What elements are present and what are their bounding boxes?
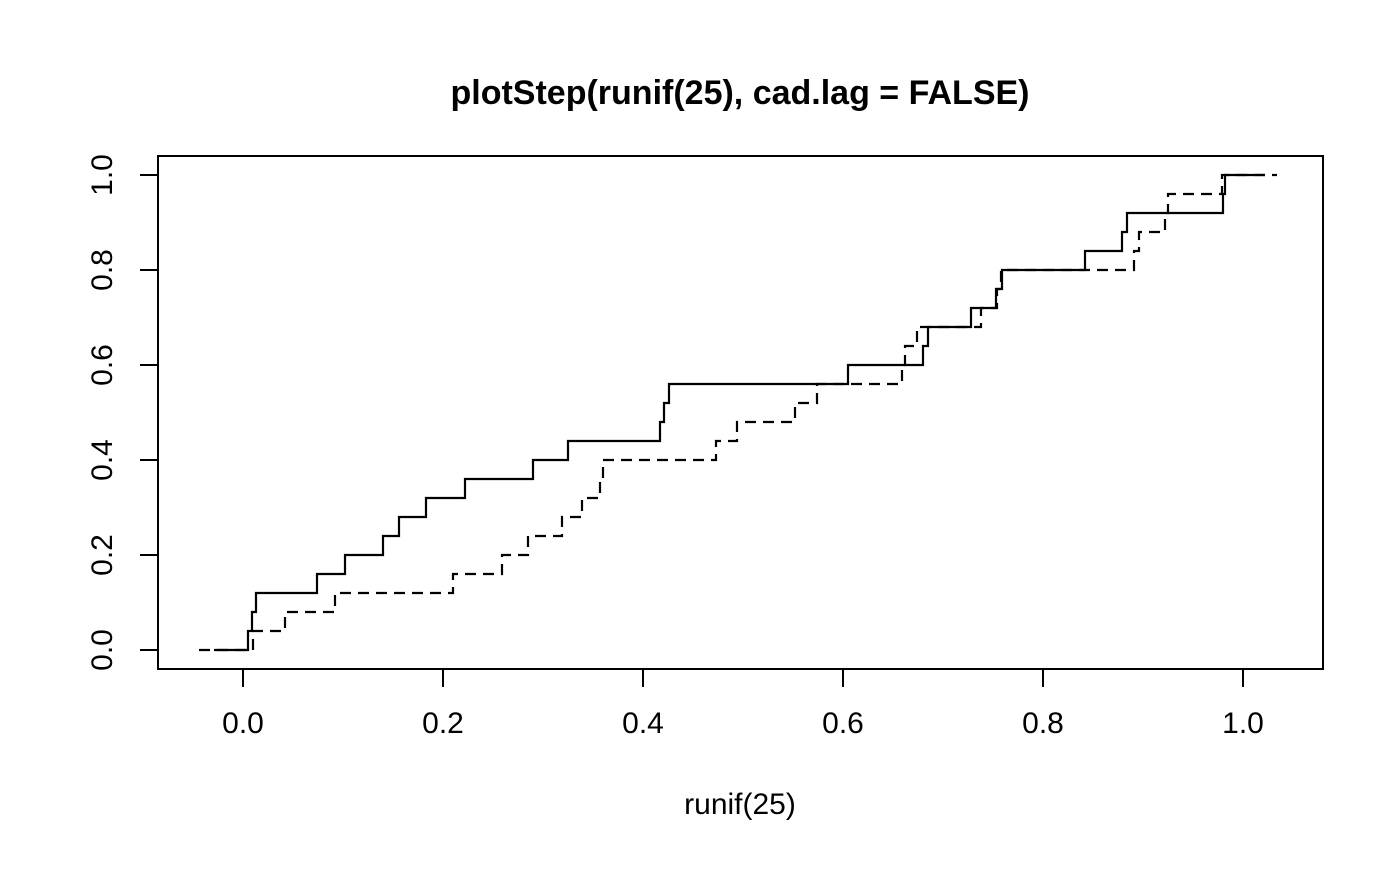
plot-box-border — [157, 155, 1324, 670]
x-tick-label: 0.4 — [622, 707, 664, 740]
x-axis-label: runif(25) — [684, 788, 796, 821]
step-function-dashed — [199, 173, 1277, 652]
y-axis-ticks: 0.0 0.2 0.4 0.6 0.8 1.0 — [86, 154, 158, 671]
y-tick-label: 0.2 — [86, 534, 119, 576]
x-tick-label: 0.8 — [1022, 707, 1064, 740]
y-tick-label: 0.8 — [86, 249, 119, 291]
plot-title: plotStep(runif(25), cad.lag = FALSE) — [451, 74, 1030, 112]
x-tick-label: 1.0 — [1222, 707, 1264, 740]
x-tick-label: 0.0 — [222, 707, 264, 740]
y-tick-label: 0.4 — [86, 439, 119, 481]
x-tick-label: 0.6 — [822, 707, 864, 740]
step-function-solid — [214, 173, 1265, 652]
x-tick-label: 0.2 — [422, 707, 464, 740]
x-axis-ticks: 0.0 0.2 0.4 0.6 0.8 1.0 — [222, 669, 1264, 740]
step-series — [199, 173, 1277, 652]
y-tick-label: 1.0 — [86, 154, 119, 196]
y-tick-label: 0.6 — [86, 344, 119, 386]
y-tick-label: 0.0 — [86, 629, 119, 671]
